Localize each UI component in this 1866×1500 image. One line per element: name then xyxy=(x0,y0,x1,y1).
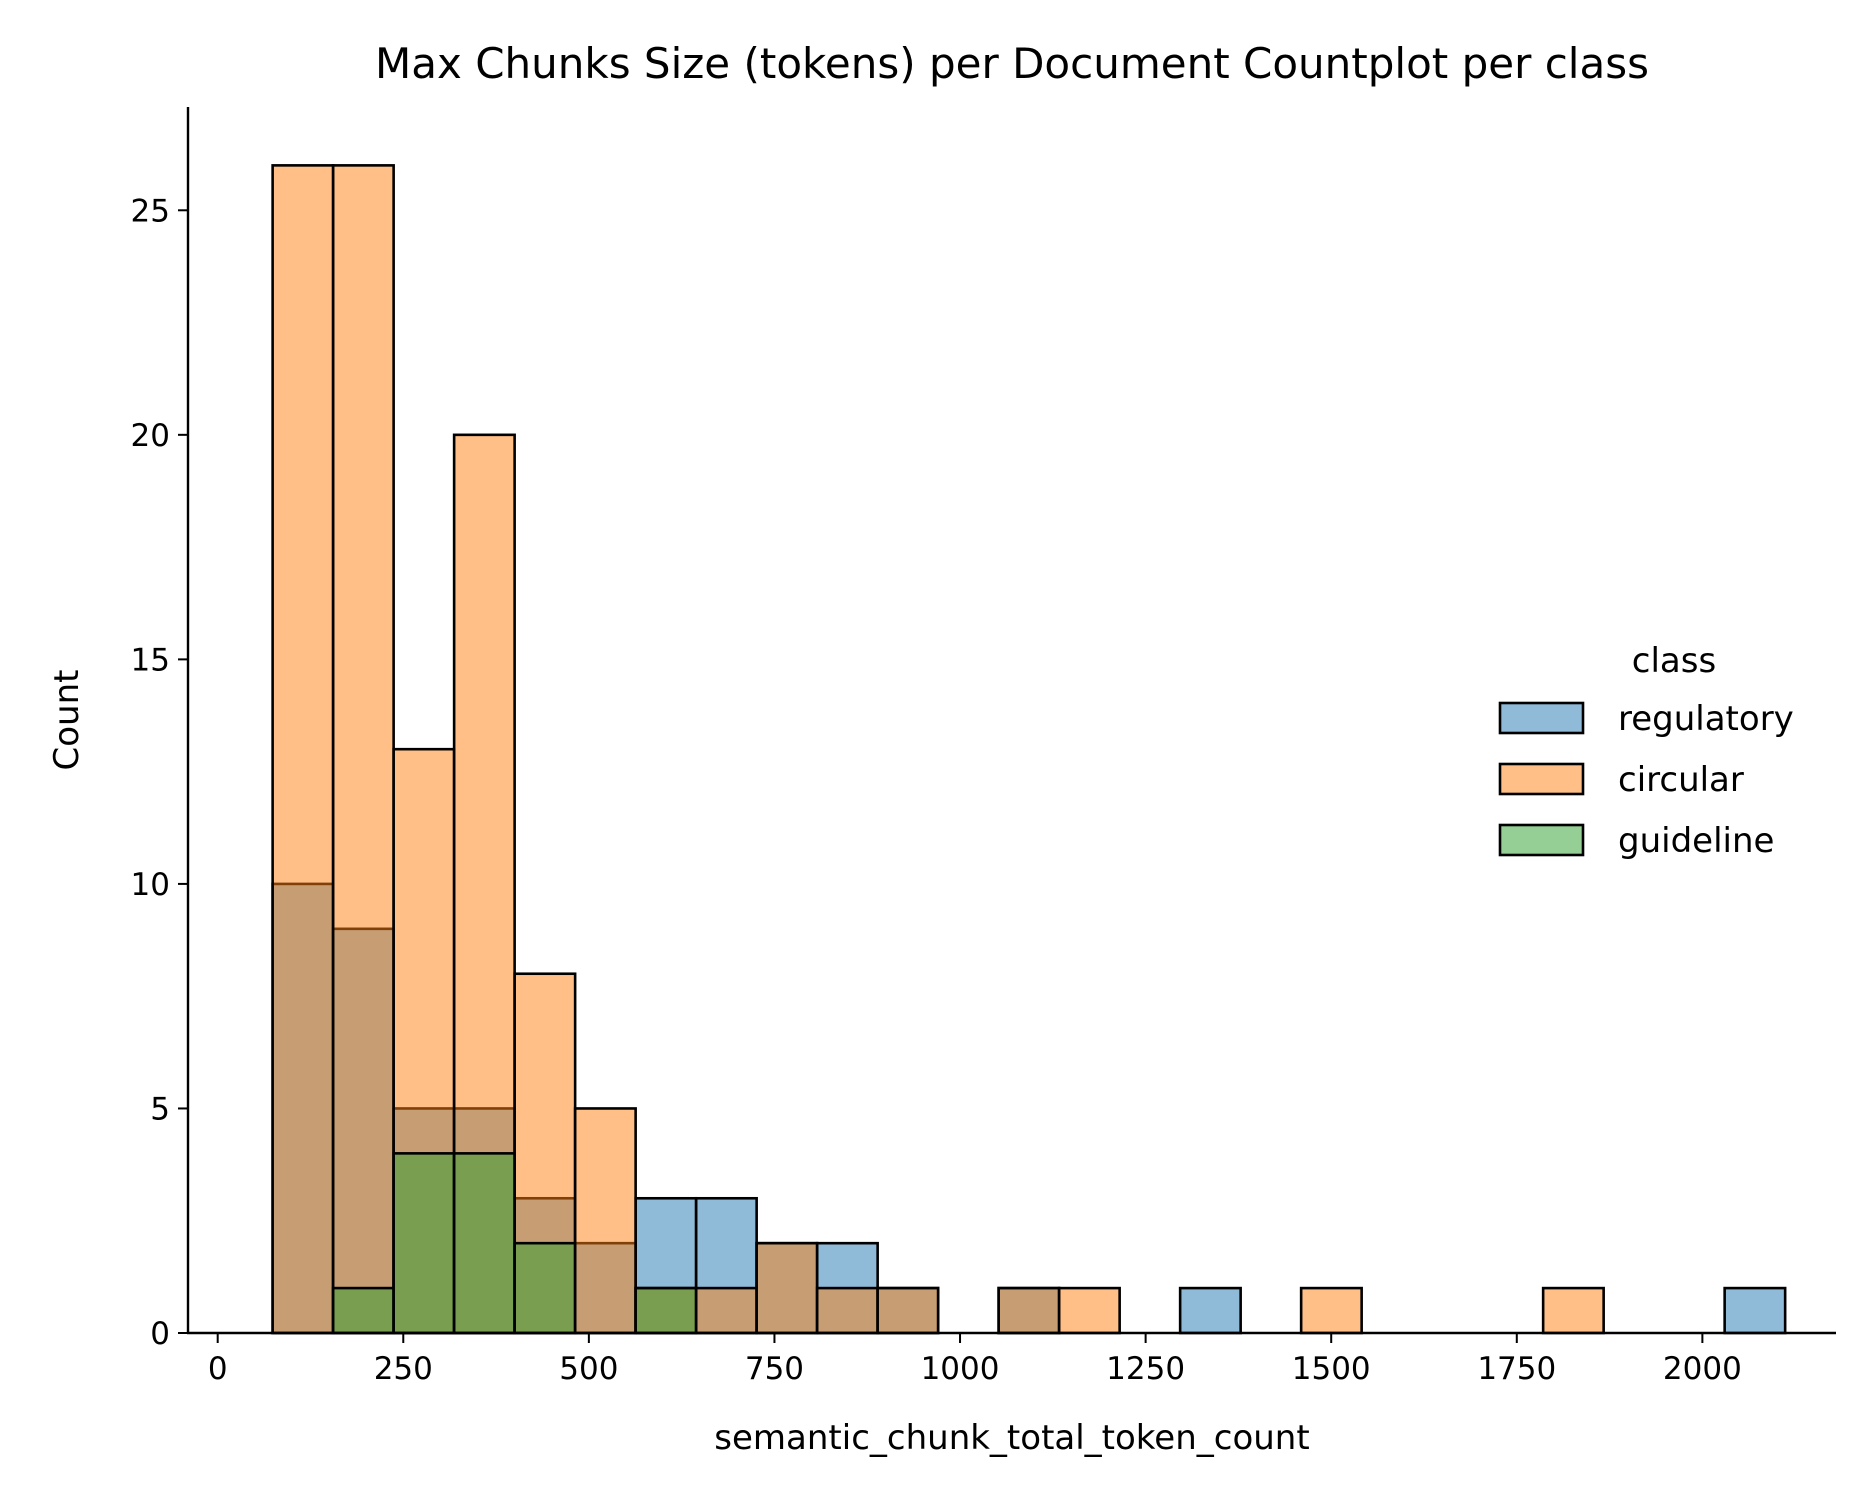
legend-swatch-regulatory xyxy=(1498,701,1585,735)
y-axis-label: Count xyxy=(47,670,87,771)
bar-circular-8 xyxy=(755,1241,819,1335)
bar-guideline-6 xyxy=(634,1286,698,1335)
bar-guideline-2 xyxy=(392,1152,456,1335)
bar-circular-5 xyxy=(573,1107,637,1335)
y-tick-label: 10 xyxy=(131,867,170,903)
bar-guideline-4 xyxy=(513,1241,577,1335)
x-tick-label: 250 xyxy=(374,1351,433,1387)
y-tick-label: 25 xyxy=(131,193,170,229)
legend-label-regulatory: regulatory xyxy=(1618,699,1794,739)
y-ticks: 0 5 10 15 20 25 xyxy=(131,193,188,1352)
x-tick-label: 500 xyxy=(559,1351,618,1387)
legend-label-guideline: guideline xyxy=(1618,821,1774,861)
legend-label-circular: circular xyxy=(1618,760,1744,800)
x-tick-label: 1500 xyxy=(1292,1351,1371,1387)
bar-circular-0 xyxy=(271,164,335,1335)
bar-circular-1 xyxy=(331,164,395,1335)
bar-guideline-3 xyxy=(452,1152,516,1335)
y-tick-label: 0 xyxy=(150,1316,170,1352)
bar-regulatory-24 xyxy=(1723,1286,1787,1335)
bar-circular-10 xyxy=(876,1286,940,1335)
x-axis-label: semantic_chunk_total_token_count xyxy=(714,1418,1309,1458)
bar-circular-17 xyxy=(1299,1286,1363,1335)
bar-circular-21 xyxy=(1541,1286,1605,1335)
bar-circular-9 xyxy=(815,1286,879,1335)
legend-swatch-circular xyxy=(1498,762,1585,796)
chart-title: Max Chunks Size (tokens) per Document Co… xyxy=(375,39,1649,88)
y-tick-label: 15 xyxy=(131,642,170,678)
x-tick-label: 750 xyxy=(745,1351,804,1387)
x-ticks: 0 250 500 750 1000 1250 1500 1750 2000 xyxy=(208,1333,1742,1387)
x-tick-label: 2000 xyxy=(1663,1351,1742,1387)
x-tick-label: 1250 xyxy=(1106,1351,1185,1387)
legend-swatch-guideline xyxy=(1498,823,1585,857)
bar-circular-12 xyxy=(997,1286,1061,1335)
x-tick-label: 1000 xyxy=(921,1351,1000,1387)
y-tick-label: 20 xyxy=(131,418,170,454)
y-tick-label: 5 xyxy=(150,1091,170,1127)
legend: class regulatory circular guideline xyxy=(1498,641,1794,861)
x-tick-label: 1750 xyxy=(1477,1351,1556,1387)
legend-title: class xyxy=(1632,641,1716,681)
bar-circular-13 xyxy=(1057,1286,1121,1335)
bars-layer xyxy=(271,164,1787,1335)
bar-circular-7 xyxy=(694,1286,758,1335)
bar-regulatory-15 xyxy=(1178,1286,1242,1335)
x-tick-label: 0 xyxy=(208,1351,228,1387)
bar-guideline-1 xyxy=(331,1286,395,1335)
